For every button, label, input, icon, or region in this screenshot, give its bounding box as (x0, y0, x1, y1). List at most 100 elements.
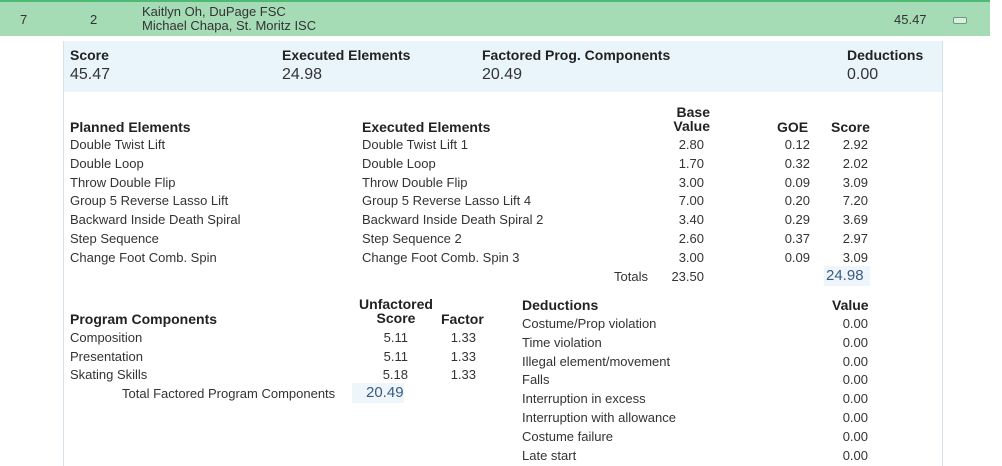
element-base-value: 3.00 (678, 174, 704, 190)
deduction-value: 0.00 (842, 316, 868, 331)
component-score: 5.11 (383, 330, 408, 345)
base-header-line2: Value (673, 118, 710, 134)
start-number: 2 (90, 12, 98, 27)
factor-header: Factor (441, 311, 484, 327)
element-score: 7.20 (842, 193, 868, 209)
deduction-name: Costume/Prop violation (522, 316, 657, 331)
deduction-name: Costume failure (522, 428, 614, 444)
summary-deductions-value: 0.00 (847, 66, 879, 83)
element-goe: 0.12 (784, 137, 810, 152)
element-goe: 0.09 (784, 174, 810, 190)
summary-deductions-label: Deductions (847, 47, 924, 63)
executed-element: Change Foot Comb. Spin 3 (362, 249, 520, 265)
skater-1: Kaitlyn Oh, DuPage FSC (142, 4, 286, 19)
summary-score-label: Score (70, 47, 109, 63)
executed-element: Backward Inside Death Spiral 2 (362, 212, 544, 228)
top-accent-line (0, 0, 990, 2)
element-base-value: 7.00 (678, 193, 704, 209)
element-base-value: 1.70 (678, 155, 704, 171)
total-components-label: Total Factored Program Components (122, 386, 336, 401)
planned-header: Planned Elements (70, 119, 191, 135)
unfactored-header-line2: Score (376, 310, 416, 326)
deduction-value: 0.00 (842, 353, 868, 369)
planned-element: Backward Inside Death Spiral (70, 212, 241, 228)
deduction-value: 0.00 (842, 372, 868, 388)
collapse-toggle-icon[interactable] (953, 17, 967, 24)
goe-header: GOE (777, 119, 809, 135)
element-score: 2.92 (842, 137, 868, 152)
summary-components-label: Factored Prog. Components (482, 47, 671, 63)
element-base-value: 3.40 (678, 212, 704, 228)
base-header-line1: Base (676, 104, 710, 120)
totals-base: 23.50 (671, 269, 704, 284)
total-score: 45.47 (894, 12, 927, 27)
planned-element: Change Foot Comb. Spin (70, 249, 217, 265)
base-value-header: Base Value (664, 105, 710, 133)
totals-label: Totals (614, 269, 648, 284)
element-goe: 0.32 (784, 155, 810, 171)
element-base-value: 2.60 (678, 231, 704, 246)
component-score: 5.11 (383, 348, 408, 364)
element-goe: 0.29 (784, 212, 810, 228)
executed-element: Double Loop (362, 155, 436, 171)
element-score: 3.69 (842, 212, 868, 228)
components-header: Program Components (70, 311, 218, 327)
deduction-value: 0.00 (842, 334, 868, 350)
details-panel: Score 45.47 Executed Elements 24.98 Fact… (63, 41, 943, 466)
planned-element: Double Loop (70, 155, 144, 171)
summary-executed: Executed Elements 24.98 (282, 47, 410, 84)
planned-element: Step Sequence (70, 231, 159, 246)
component-name: Presentation (70, 348, 143, 364)
unfactored-header-line1: Unfactored (359, 296, 433, 312)
total-components-box (352, 383, 404, 403)
summary-deductions: Deductions 0.00 (847, 47, 923, 84)
deduction-name: Interruption with allowance (522, 410, 676, 425)
summary-components-value: 20.49 (482, 66, 523, 83)
element-goe: 0.37 (784, 231, 810, 246)
component-score: 5.18 (382, 367, 408, 382)
skater-2: Michael Chapa, St. Moritz ISC (142, 18, 317, 33)
deduction-value: 0.00 (842, 447, 868, 463)
component-name: Composition (70, 330, 143, 345)
deduction-name: Interruption in excess (522, 391, 646, 407)
component-name: Skating Skills (70, 367, 148, 382)
planned-element: Double Twist Lift (70, 137, 166, 152)
summary-score-value: 45.47 (70, 66, 111, 83)
component-factor: 1.33 (450, 367, 476, 382)
executed-element: Throw Double Flip (362, 174, 468, 190)
team-names: Kaitlyn Oh, DuPage FSC Michael Chapa, St… (142, 5, 316, 33)
executed-element: Step Sequence 2 (362, 231, 462, 246)
executed-header: Executed Elements (362, 119, 491, 135)
element-base-value: 2.80 (678, 137, 704, 152)
rank: 7 (20, 12, 28, 27)
deduction-name: Falls (522, 372, 550, 388)
element-score: 3.09 (842, 174, 868, 190)
deduction-value: 0.00 (842, 391, 868, 407)
result-row[interactable]: 7 2 Kaitlyn Oh, DuPage FSC Michael Chapa… (0, 2, 990, 36)
unfactored-header: Unfactored Score (356, 297, 436, 325)
component-factor: 1.33 (450, 330, 476, 345)
deduction-name: Illegal element/movement (522, 353, 671, 369)
planned-element: Throw Double Flip (70, 174, 176, 190)
deduction-name: Time violation (522, 334, 602, 350)
deduction-value: 0.00 (842, 410, 868, 425)
summary-executed-label: Executed Elements (282, 47, 411, 63)
planned-element: Group 5 Reverse Lasso Lift (70, 193, 229, 209)
element-score: 3.09 (842, 249, 868, 265)
executed-element: Group 5 Reverse Lasso Lift 4 (362, 193, 532, 209)
totals-score: 24.98 (826, 267, 864, 284)
element-goe: 0.09 (784, 249, 810, 265)
totals-score-box (824, 266, 870, 286)
element-score: 2.97 (842, 231, 868, 246)
deductions-value-header: Value (832, 297, 869, 313)
component-factor: 1.33 (450, 348, 476, 364)
deduction-name: Late start (522, 447, 577, 463)
summary-executed-value: 24.98 (282, 66, 323, 83)
executed-element: Double Twist Lift 1 (362, 137, 468, 152)
score-summary: Score 45.47 Executed Elements 24.98 Fact… (64, 41, 942, 92)
element-base-value: 3.00 (678, 249, 704, 265)
deduction-value: 0.00 (842, 428, 868, 444)
score-header: Score (831, 119, 870, 135)
element-goe: 0.20 (784, 193, 810, 209)
summary-score: Score 45.47 (70, 47, 110, 84)
